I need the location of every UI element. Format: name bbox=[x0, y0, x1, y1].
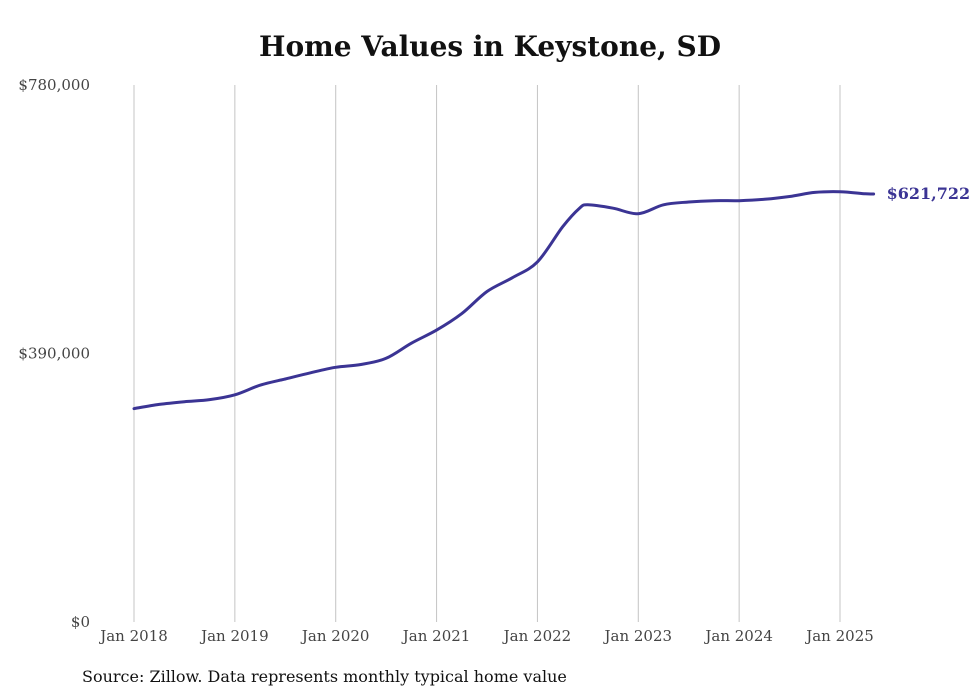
label-layer: $621,722 bbox=[887, 184, 971, 203]
series-line bbox=[132, 190, 876, 411]
y-tick-label: $0 bbox=[71, 613, 90, 631]
x-tick-label: Jan 2018 bbox=[98, 627, 168, 645]
end-value-label: $621,722 bbox=[887, 184, 971, 203]
x-tick-label: Jan 2023 bbox=[603, 627, 673, 645]
grid-lines bbox=[133, 85, 841, 622]
source-note: Source: Zillow. Data represents monthly … bbox=[82, 667, 567, 686]
y-tick-label: $390,000 bbox=[18, 345, 90, 363]
x-tick-label: Jan 2020 bbox=[300, 627, 370, 645]
series-layer bbox=[132, 190, 876, 411]
x-tick-label: Jan 2025 bbox=[804, 627, 874, 645]
x-tick-label: Jan 2019 bbox=[199, 627, 269, 645]
chart-title: Home Values in Keystone, SD bbox=[258, 30, 722, 63]
x-axis-tick-labels: Jan 2018 Jan 2019 Jan 2020 Jan 2021 Jan 2022… bbox=[98, 627, 874, 645]
x-tick-label: Jan 2024 bbox=[703, 627, 773, 645]
y-tick-label: $780,000 bbox=[18, 76, 90, 94]
x-tick-label: Jan 2022 bbox=[502, 627, 572, 645]
line-chart: $0$390,000$780,000 Jan 2018 Jan 2019 Jan 2… bbox=[18, 76, 971, 645]
x-tick-label: Jan 2021 bbox=[401, 627, 471, 645]
y-axis-tick-labels: $0 $390,000 $780,000 bbox=[18, 76, 90, 631]
